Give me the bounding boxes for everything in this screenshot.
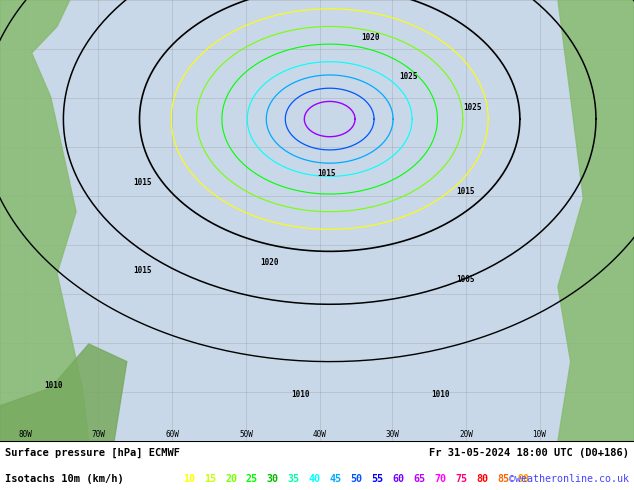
Text: 1015: 1015 [456,187,475,196]
Text: 20W: 20W [459,430,473,439]
Text: 1010: 1010 [44,381,63,390]
Text: 1015: 1015 [317,170,335,178]
Text: ©weatheronline.co.uk: ©weatheronline.co.uk [509,474,629,484]
Text: 1020: 1020 [361,33,380,42]
Text: Isotachs 10m (km/h): Isotachs 10m (km/h) [5,474,136,484]
Text: 60: 60 [392,474,404,484]
Text: 10W: 10W [533,430,547,439]
Text: 45: 45 [330,474,342,484]
Text: 1025: 1025 [463,103,481,112]
Text: 75: 75 [455,474,467,484]
Text: 40W: 40W [313,430,327,439]
Polygon shape [0,344,127,441]
Text: 20: 20 [225,474,237,484]
Text: 1015: 1015 [133,267,152,275]
Text: 1025: 1025 [399,73,418,81]
Polygon shape [558,0,634,441]
Text: 85: 85 [497,474,509,484]
Polygon shape [0,0,89,441]
Text: 1010: 1010 [292,390,310,399]
Text: 60W: 60W [165,430,179,439]
Text: 1015: 1015 [133,178,152,187]
Text: 80W: 80W [18,430,32,439]
Text: 70: 70 [434,474,446,484]
Text: 10: 10 [183,474,195,484]
Text: 55: 55 [372,474,384,484]
Text: 25: 25 [246,474,258,484]
Text: 30: 30 [267,474,279,484]
Text: 65: 65 [413,474,425,484]
Text: 50W: 50W [239,430,253,439]
Text: 90: 90 [518,474,530,484]
Text: 70W: 70W [91,430,105,439]
Text: 1020: 1020 [260,258,278,267]
Text: Fr 31-05-2024 18:00 UTC (D0+186): Fr 31-05-2024 18:00 UTC (D0+186) [429,448,629,458]
Text: 15: 15 [204,474,216,484]
Text: Surface pressure [hPa] ECMWF: Surface pressure [hPa] ECMWF [5,448,180,458]
Text: 1005: 1005 [456,275,475,284]
Text: 30W: 30W [385,430,399,439]
Text: 35: 35 [288,474,300,484]
Text: 80: 80 [476,474,488,484]
Text: 1010: 1010 [431,390,450,399]
Text: 40: 40 [309,474,321,484]
Text: 50: 50 [351,474,363,484]
